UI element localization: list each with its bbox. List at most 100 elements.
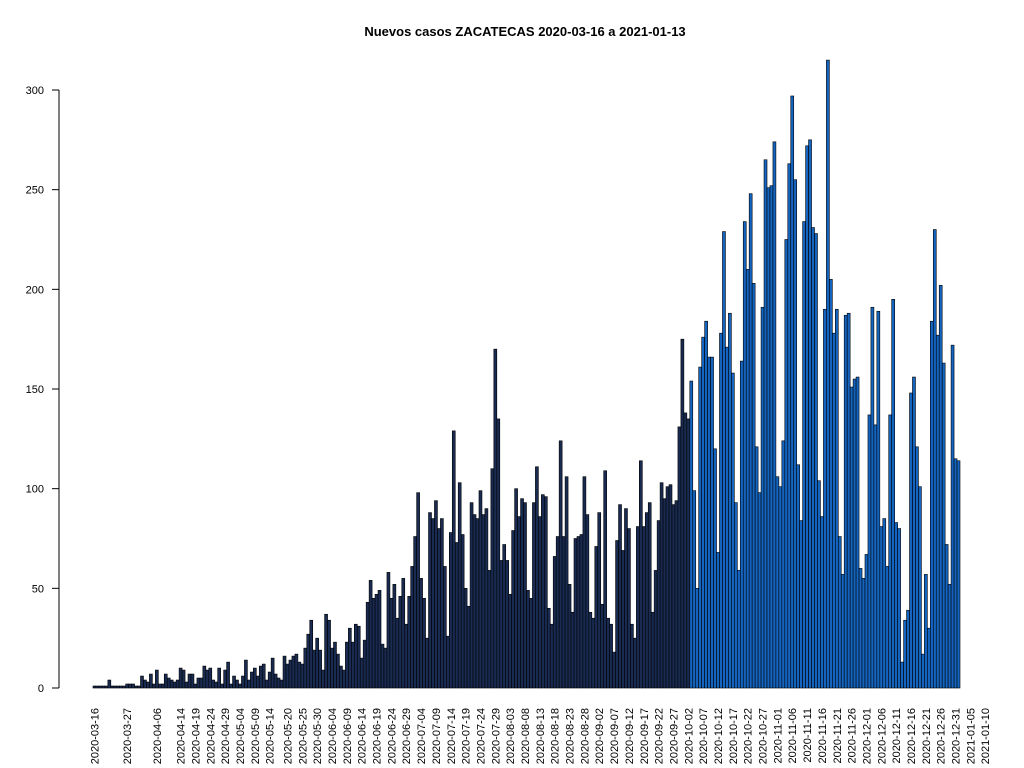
- x-tick-label: 2020-07-09: [431, 708, 443, 764]
- bar: [790, 95, 795, 689]
- bar: [900, 661, 904, 689]
- bar: [665, 486, 670, 689]
- bar: [680, 338, 685, 689]
- bar: [659, 482, 664, 689]
- bar: [202, 665, 207, 689]
- bar: [526, 590, 530, 689]
- bar: [333, 641, 337, 689]
- x-tick-label: 2020-06-24: [386, 708, 398, 764]
- bar: [434, 500, 438, 689]
- bar: [395, 617, 400, 689]
- bar: [710, 356, 714, 689]
- bar: [356, 625, 361, 689]
- x-tick-label: 2020-06-29: [401, 708, 413, 764]
- bar: [760, 306, 765, 689]
- bar: [644, 512, 649, 689]
- bar: [555, 536, 560, 689]
- x-tick-label: 2020-05-30: [312, 708, 324, 764]
- bar: [840, 574, 845, 689]
- bar: [484, 508, 489, 689]
- bar: [359, 657, 364, 689]
- bar: [695, 588, 700, 689]
- bar: [552, 556, 557, 689]
- bar: [294, 653, 299, 689]
- bar: [906, 609, 910, 689]
- bar: [944, 544, 949, 689]
- bar: [460, 534, 465, 689]
- bar: [627, 528, 631, 689]
- bar: [796, 464, 800, 689]
- bar: [190, 673, 195, 689]
- x-tick-label: 2020-05-09: [250, 708, 262, 764]
- bar: [270, 657, 275, 689]
- x-tick-label: 2020-08-03: [505, 708, 517, 764]
- bar: [558, 440, 563, 689]
- x-tick-label: 2020-07-29: [490, 708, 502, 764]
- bar: [734, 502, 738, 689]
- bar: [588, 611, 593, 689]
- bar: [849, 386, 854, 689]
- bar: [475, 518, 480, 689]
- bar: [368, 580, 373, 689]
- bar: [597, 512, 602, 689]
- bar: [903, 619, 907, 689]
- bar: [517, 516, 521, 689]
- bar: [101, 685, 106, 689]
- bar: [205, 669, 210, 689]
- x-tick-label: 2020-10-02: [683, 708, 695, 764]
- bar: [463, 588, 468, 689]
- bar: [448, 532, 453, 689]
- bar: [273, 673, 278, 689]
- x-tick-label: 2020-07-19: [461, 708, 473, 764]
- bar: [244, 659, 248, 689]
- bar: [220, 683, 224, 689]
- bar: [472, 514, 477, 689]
- bar: [915, 446, 919, 689]
- bar: [953, 458, 958, 689]
- bar: [879, 526, 884, 689]
- bar: [431, 518, 435, 689]
- bar: [502, 544, 507, 689]
- bar: [826, 59, 830, 689]
- bar: [924, 574, 928, 689]
- x-tick-label: 2020-09-02: [594, 708, 606, 764]
- x-tick-label: 2020-08-13: [535, 708, 547, 764]
- bar: [701, 336, 705, 689]
- bar: [544, 496, 548, 689]
- bar: [226, 661, 230, 689]
- bar: [116, 685, 121, 689]
- bar: [113, 685, 118, 689]
- bar: [603, 470, 607, 689]
- bar: [716, 552, 720, 689]
- bar: [912, 376, 916, 689]
- bar: [858, 568, 863, 689]
- x-tick-label: 2020-11-26: [847, 708, 859, 763]
- bar: [573, 538, 578, 689]
- bar: [532, 502, 536, 689]
- bar: [235, 679, 239, 689]
- bar: [725, 346, 729, 689]
- x-tick-label: 2020-12-01: [861, 708, 873, 764]
- bar: [832, 332, 836, 689]
- bar: [386, 572, 391, 689]
- bar: [324, 613, 328, 689]
- bar: [107, 679, 112, 689]
- bar: [291, 655, 296, 689]
- bar: [315, 637, 319, 689]
- x-tick-label: 2020-04-29: [220, 708, 232, 764]
- bar: [713, 448, 717, 689]
- bar: [276, 677, 281, 689]
- bar: [214, 681, 219, 689]
- bar: [805, 145, 809, 689]
- bar: [336, 653, 340, 689]
- bar: [861, 578, 866, 689]
- bar: [668, 484, 673, 689]
- y-tick-label: 250: [26, 185, 44, 197]
- bar: [152, 683, 156, 689]
- bar: [362, 639, 367, 689]
- bar: [196, 677, 201, 689]
- bar: [621, 550, 625, 689]
- bar: [229, 683, 233, 689]
- bar: [330, 647, 334, 689]
- bar: [425, 637, 429, 689]
